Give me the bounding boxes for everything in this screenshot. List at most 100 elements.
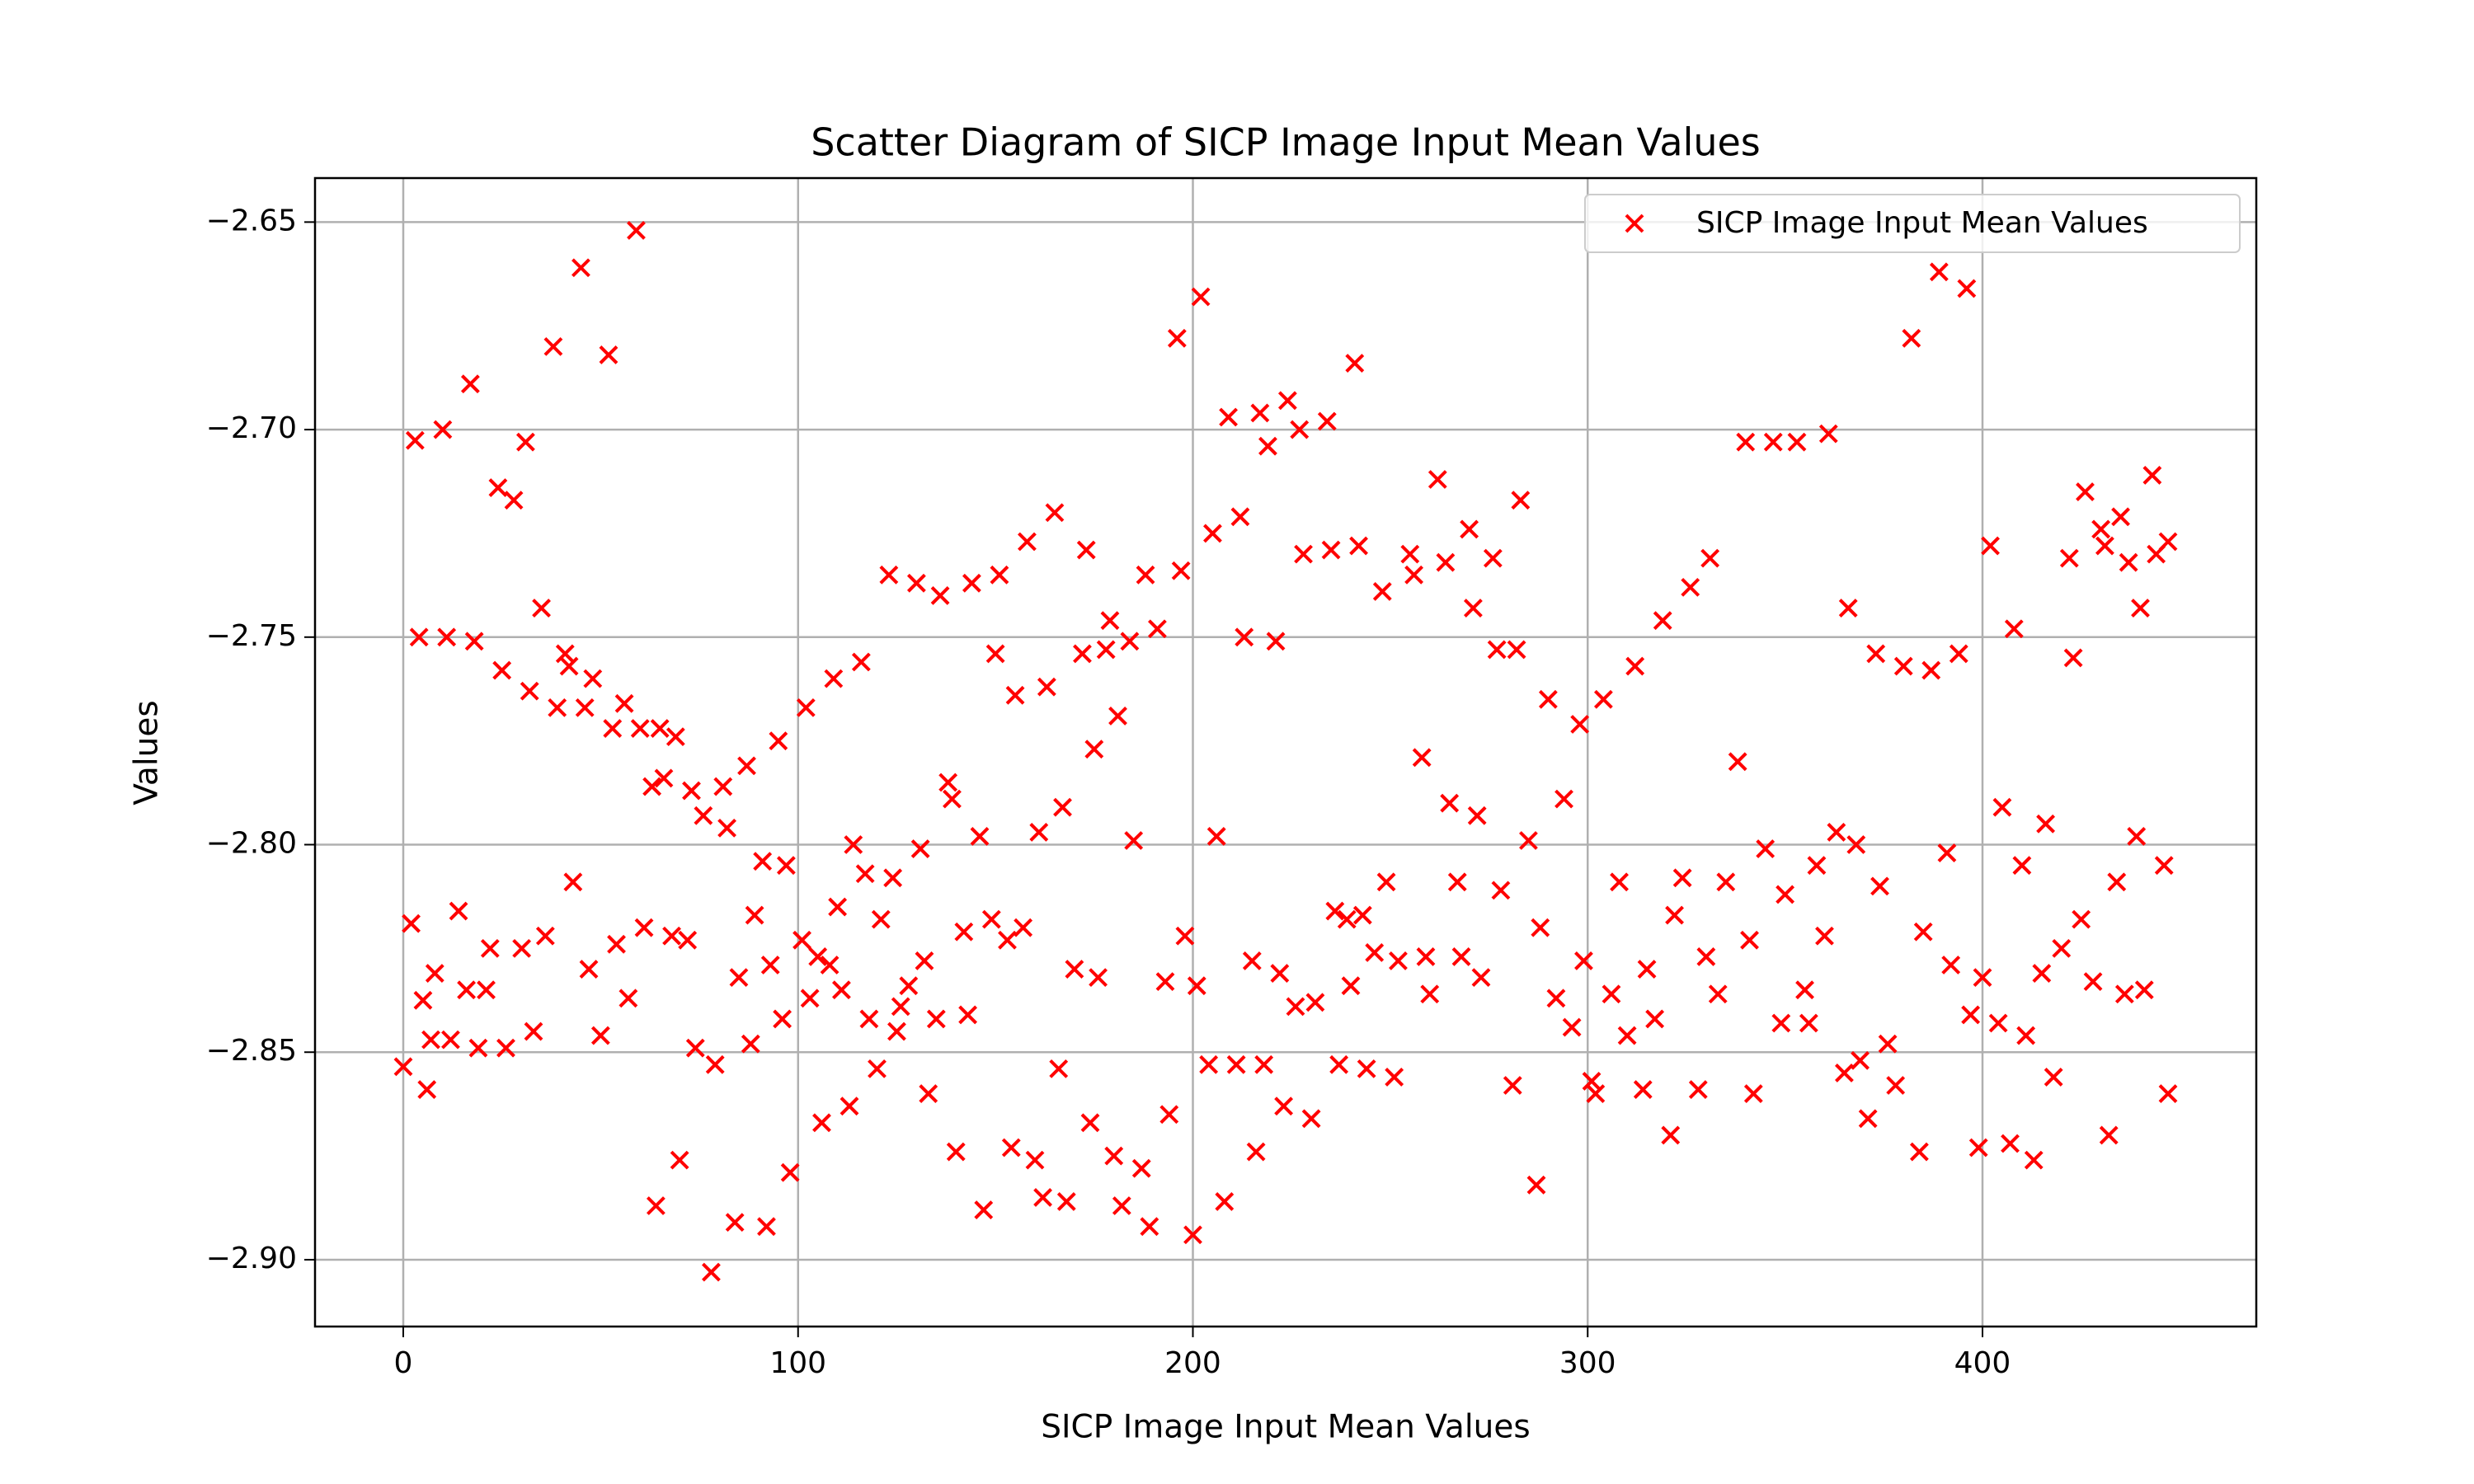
data-point bbox=[1005, 685, 1025, 705]
data-point bbox=[1519, 831, 1538, 850]
data-point bbox=[666, 727, 685, 747]
data-point bbox=[1100, 611, 1120, 631]
data-point bbox=[1187, 976, 1206, 996]
data-point bbox=[2095, 536, 2114, 556]
data-point bbox=[1341, 976, 1361, 996]
data-point bbox=[1451, 947, 1471, 966]
plot-frame bbox=[313, 176, 2258, 1328]
data-point bbox=[1155, 972, 1175, 992]
data-point bbox=[1968, 1138, 1988, 1158]
data-point bbox=[729, 968, 749, 988]
data-point bbox=[1949, 644, 1968, 664]
data-point bbox=[919, 1084, 938, 1103]
data-point bbox=[1049, 1059, 1069, 1078]
data-point bbox=[457, 980, 477, 1000]
y-axis-label: Values bbox=[129, 700, 166, 805]
data-point bbox=[1902, 328, 1921, 348]
data-point bbox=[563, 872, 583, 892]
data-point bbox=[1653, 611, 1672, 631]
data-point bbox=[512, 938, 532, 958]
data-point bbox=[1167, 328, 1187, 348]
data-point bbox=[1321, 540, 1341, 560]
data-point bbox=[820, 956, 840, 974]
data-point bbox=[1570, 715, 1590, 734]
data-point bbox=[1546, 989, 1566, 1008]
data-point bbox=[1317, 411, 1337, 431]
data-point bbox=[1131, 1158, 1151, 1178]
data-point bbox=[1385, 1068, 1404, 1087]
data-point bbox=[2158, 1084, 2178, 1103]
data-point bbox=[859, 1009, 879, 1029]
data-point bbox=[1586, 1084, 1606, 1103]
data-point bbox=[1909, 1142, 1929, 1162]
data-point bbox=[1503, 1076, 1522, 1095]
data-point bbox=[1147, 619, 1167, 639]
data-point bbox=[1602, 984, 1621, 1004]
data-point bbox=[1412, 748, 1432, 768]
data-point bbox=[627, 221, 646, 240]
data-point bbox=[1992, 797, 2012, 817]
data-point bbox=[840, 1097, 859, 1116]
data-point bbox=[796, 697, 816, 717]
data-point bbox=[1365, 942, 1385, 962]
data-point bbox=[1053, 797, 1072, 817]
data-point bbox=[1827, 822, 1846, 842]
data-point bbox=[824, 669, 844, 688]
data-point bbox=[769, 731, 788, 751]
data-point bbox=[543, 336, 563, 356]
data-point bbox=[555, 644, 575, 664]
data-point bbox=[938, 773, 958, 792]
data-point bbox=[520, 681, 539, 701]
data-point bbox=[504, 491, 524, 510]
data-point bbox=[800, 989, 820, 1008]
data-point bbox=[1645, 1009, 1665, 1029]
data-point bbox=[1001, 1138, 1021, 1158]
data-point bbox=[1301, 1109, 1321, 1129]
data-point bbox=[650, 719, 670, 738]
data-point bbox=[998, 930, 1017, 950]
data-point bbox=[678, 930, 698, 950]
data-point bbox=[1787, 432, 1807, 452]
data-point bbox=[2024, 1150, 2044, 1170]
data-point bbox=[1846, 835, 1866, 854]
data-point bbox=[1203, 524, 1222, 543]
data-point bbox=[702, 1262, 721, 1282]
data-point bbox=[1372, 582, 1392, 601]
data-point bbox=[496, 1038, 515, 1058]
data-point bbox=[1562, 1017, 1582, 1037]
data-point bbox=[1981, 536, 2000, 556]
data-point bbox=[1835, 1063, 1854, 1082]
data-point bbox=[1776, 885, 1795, 904]
data-point bbox=[1756, 839, 1776, 858]
data-point bbox=[899, 976, 919, 996]
data-point bbox=[1491, 881, 1511, 900]
y-tick-label: −2.70 bbox=[206, 411, 297, 445]
legend-label: SICP Image Input Mean Values bbox=[1696, 206, 2148, 240]
data-point bbox=[1427, 470, 1447, 489]
data-point bbox=[831, 980, 851, 1000]
data-point bbox=[2127, 827, 2147, 846]
data-point bbox=[646, 1196, 666, 1215]
data-point bbox=[1467, 805, 1487, 825]
data-point bbox=[1376, 872, 1396, 892]
data-point bbox=[1199, 1054, 1219, 1074]
data-point bbox=[926, 1009, 946, 1029]
data-point bbox=[2032, 964, 2052, 983]
data-point bbox=[887, 1021, 906, 1041]
data-point bbox=[402, 913, 421, 933]
data-point bbox=[515, 432, 535, 452]
data-point bbox=[2111, 507, 2130, 527]
data-point bbox=[1215, 1192, 1235, 1211]
data-point bbox=[773, 1009, 793, 1029]
data-point bbox=[603, 719, 623, 738]
data-point bbox=[437, 627, 457, 647]
data-point bbox=[449, 901, 468, 921]
data-point bbox=[421, 1030, 440, 1050]
data-point bbox=[492, 660, 512, 680]
data-point bbox=[1637, 960, 1657, 979]
data-point bbox=[607, 934, 626, 954]
data-point bbox=[1696, 947, 1716, 966]
data-point bbox=[2052, 938, 2072, 958]
data-point bbox=[1961, 1005, 1981, 1025]
data-point bbox=[488, 478, 508, 497]
